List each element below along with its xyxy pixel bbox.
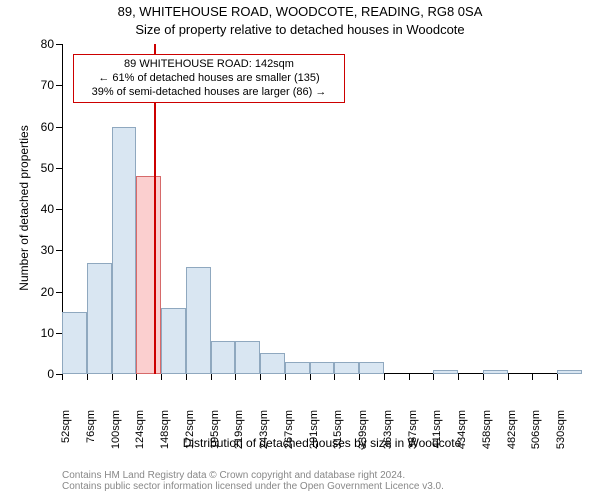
x-tick-label: 411sqm — [431, 410, 443, 460]
x-tick-label: 52sqm — [60, 410, 72, 460]
y-tick-label: 20 — [30, 285, 54, 299]
y-tick-label: 10 — [30, 326, 54, 340]
y-tick — [56, 168, 62, 169]
annotation-line1: 89 WHITEHOUSE ROAD: 142sqm — [80, 58, 338, 72]
x-tick — [285, 374, 286, 380]
x-tick-label: 363sqm — [382, 410, 394, 460]
histogram-bar — [235, 341, 260, 374]
histogram-bar — [260, 353, 285, 374]
x-tick — [409, 374, 410, 380]
x-tick-label: 100sqm — [110, 410, 122, 460]
x-tick — [136, 374, 137, 380]
x-tick — [433, 374, 434, 380]
x-tick-label: 530sqm — [555, 410, 567, 460]
histogram-bar — [334, 362, 359, 374]
y-tick-label: 60 — [30, 120, 54, 134]
chart-container: 89, WHITEHOUSE ROAD, WOODCOTE, READING, … — [0, 0, 600, 500]
x-tick — [384, 374, 385, 380]
x-tick — [112, 374, 113, 380]
chart-title-address: 89, WHITEHOUSE ROAD, WOODCOTE, READING, … — [0, 4, 600, 19]
annotation-line3: 39% of semi-detached houses are larger (… — [80, 86, 338, 100]
x-tick — [310, 374, 311, 380]
y-tick — [56, 127, 62, 128]
x-tick — [235, 374, 236, 380]
annotation-line2: ← 61% of detached houses are smaller (13… — [80, 72, 338, 86]
x-tick-label: 243sqm — [258, 410, 270, 460]
x-tick-label: 506sqm — [530, 410, 542, 460]
x-axis-label: Distribution of detached houses by size … — [62, 436, 582, 450]
footer-line2: Contains public sector information licen… — [62, 481, 444, 492]
x-tick — [260, 374, 261, 380]
x-tick-label: 219sqm — [233, 410, 245, 460]
x-tick-label: 148sqm — [159, 410, 171, 460]
histogram-bar — [87, 263, 112, 374]
x-tick-label: 76sqm — [85, 410, 97, 460]
x-tick-label: 124sqm — [134, 410, 146, 460]
histogram-bar — [112, 127, 137, 375]
x-tick — [458, 374, 459, 380]
x-tick — [186, 374, 187, 380]
y-axis-label: Number of detached properties — [17, 108, 31, 308]
annotation-box: 89 WHITEHOUSE ROAD: 142sqm ← 61% of deta… — [73, 54, 345, 103]
y-tick-label: 30 — [30, 243, 54, 257]
footer-line1: Contains HM Land Registry data © Crown c… — [62, 470, 444, 481]
histogram-bar — [359, 362, 384, 374]
x-tick — [211, 374, 212, 380]
y-tick-label: 50 — [30, 161, 54, 175]
x-tick-label: 291sqm — [308, 410, 320, 460]
x-tick-label: 315sqm — [332, 410, 344, 460]
x-tick-label: 434sqm — [456, 410, 468, 460]
histogram-bar — [433, 370, 458, 374]
histogram-bar — [310, 362, 335, 374]
footer-attribution: Contains HM Land Registry data © Crown c… — [62, 470, 444, 492]
histogram-bar — [557, 370, 582, 374]
histogram-bar — [62, 312, 87, 374]
histogram-bar — [483, 370, 508, 374]
x-tick-label: 387sqm — [407, 410, 419, 460]
x-tick — [532, 374, 533, 380]
x-tick — [359, 374, 360, 380]
histogram-bar — [211, 341, 236, 374]
x-tick-label: 458sqm — [481, 410, 493, 460]
x-tick — [334, 374, 335, 380]
histogram-bar — [285, 362, 310, 374]
histogram-bar — [186, 267, 211, 374]
x-tick — [87, 374, 88, 380]
x-tick-label: 195sqm — [209, 410, 221, 460]
x-tick — [62, 374, 63, 380]
x-tick-label: 267sqm — [283, 410, 295, 460]
y-tick — [56, 44, 62, 45]
x-tick — [483, 374, 484, 380]
x-tick-label: 339sqm — [357, 410, 369, 460]
y-tick-label: 70 — [30, 78, 54, 92]
x-tick — [508, 374, 509, 380]
x-tick — [161, 374, 162, 380]
y-tick — [56, 85, 62, 86]
x-tick-label: 482sqm — [506, 410, 518, 460]
chart-title-subtitle: Size of property relative to detached ho… — [0, 22, 600, 37]
histogram-bar — [161, 308, 186, 374]
y-tick — [56, 292, 62, 293]
y-tick — [56, 209, 62, 210]
highlight-bar — [136, 176, 161, 374]
y-tick-label: 80 — [30, 37, 54, 51]
y-tick-label: 40 — [30, 202, 54, 216]
y-tick — [56, 250, 62, 251]
y-tick-label: 0 — [30, 367, 54, 381]
x-tick — [557, 374, 558, 380]
x-tick-label: 172sqm — [184, 410, 196, 460]
